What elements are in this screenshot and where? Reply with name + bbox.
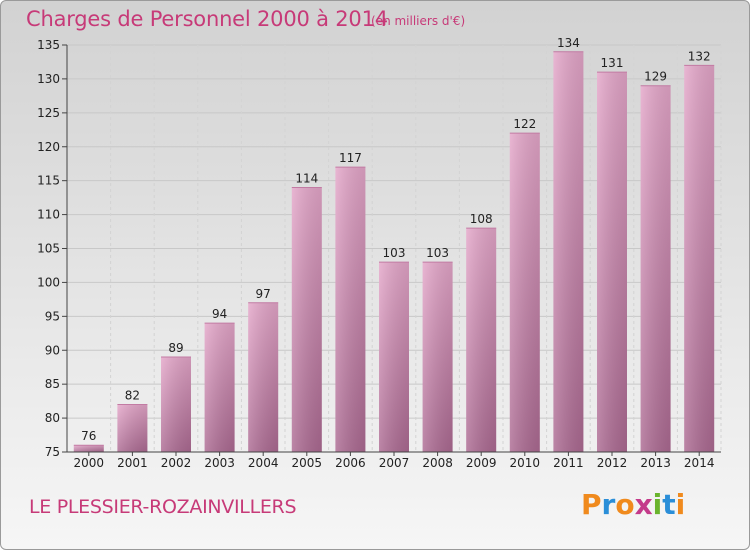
data-label: 94 xyxy=(212,307,227,321)
x-tick-label: 2002 xyxy=(161,456,192,470)
y-tick-label: 80 xyxy=(45,411,60,425)
y-tick-label: 75 xyxy=(45,445,60,459)
bar-shade xyxy=(597,72,627,452)
data-label: 89 xyxy=(168,341,183,355)
data-label: 131 xyxy=(601,56,624,70)
chart-subtitle: (en milliers d'€) xyxy=(371,14,466,28)
data-label: 108 xyxy=(470,212,493,226)
y-tick-label: 130 xyxy=(37,72,60,86)
data-label: 82 xyxy=(125,389,140,403)
x-tick-label: 2013 xyxy=(640,456,671,470)
x-tick-label: 2007 xyxy=(379,456,410,470)
y-tick-label: 105 xyxy=(37,242,60,256)
y-tick-label: 90 xyxy=(45,343,60,357)
bar-shade xyxy=(466,228,497,452)
data-label: 132 xyxy=(688,49,711,63)
chart-title: Charges de Personnel 2000 à 2014 xyxy=(26,7,388,31)
y-tick-label: 110 xyxy=(37,208,60,222)
bar-shade xyxy=(684,65,715,452)
bar-shade xyxy=(379,262,409,452)
bar-shade xyxy=(509,133,540,452)
bar-shade xyxy=(640,85,671,452)
x-tick-label: 2010 xyxy=(510,456,541,470)
bar-shade xyxy=(161,357,191,452)
y-tick-label: 125 xyxy=(37,106,60,120)
data-label: 117 xyxy=(339,151,362,165)
data-label: 103 xyxy=(426,246,449,260)
y-tick-label: 95 xyxy=(45,309,60,323)
logo-letter: i xyxy=(652,488,663,521)
logo-letter: t xyxy=(662,488,676,521)
bar-shade xyxy=(117,404,148,452)
data-label: 114 xyxy=(295,171,318,185)
x-tick-label: 2000 xyxy=(74,456,105,470)
data-label: 103 xyxy=(383,246,406,260)
bar-shade xyxy=(248,302,279,452)
logo-letter: r xyxy=(601,488,616,521)
x-tick-label: 2009 xyxy=(466,456,497,470)
bar-shade xyxy=(422,262,453,452)
data-label: 122 xyxy=(513,117,536,131)
data-label: 134 xyxy=(557,36,580,50)
proxiti-logo: Proxiti xyxy=(581,488,685,521)
logo-letter: x xyxy=(634,488,653,521)
bar-shade xyxy=(73,445,104,452)
logo-letter: i xyxy=(675,488,686,521)
y-tick-label: 100 xyxy=(37,275,60,289)
bar-shade xyxy=(553,51,584,453)
x-tick-label: 2003 xyxy=(204,456,235,470)
x-tick-label: 2012 xyxy=(597,456,628,470)
logo-letter: P xyxy=(581,488,602,521)
bar-shade xyxy=(335,167,366,452)
bar-shade xyxy=(204,323,235,452)
bar-shade xyxy=(291,187,322,452)
x-tick-label: 2008 xyxy=(422,456,453,470)
y-tick-label: 135 xyxy=(37,38,60,52)
data-label: 76 xyxy=(81,429,96,443)
x-tick-label: 2006 xyxy=(335,456,366,470)
x-tick-label: 2001 xyxy=(117,456,148,470)
x-tick-label: 2014 xyxy=(684,456,715,470)
logo-letter: o xyxy=(615,488,635,521)
x-tick-label: 2011 xyxy=(553,456,584,470)
commune-name: LE PLESSIER-ROZAINVILLERS xyxy=(29,496,297,518)
y-tick-label: 120 xyxy=(37,140,60,154)
x-tick-label: 2005 xyxy=(292,456,323,470)
y-tick-label: 85 xyxy=(45,377,60,391)
data-label: 129 xyxy=(644,70,667,84)
y-tick-label: 115 xyxy=(37,174,60,188)
x-tick-label: 2004 xyxy=(248,456,279,470)
data-label: 97 xyxy=(256,287,271,301)
